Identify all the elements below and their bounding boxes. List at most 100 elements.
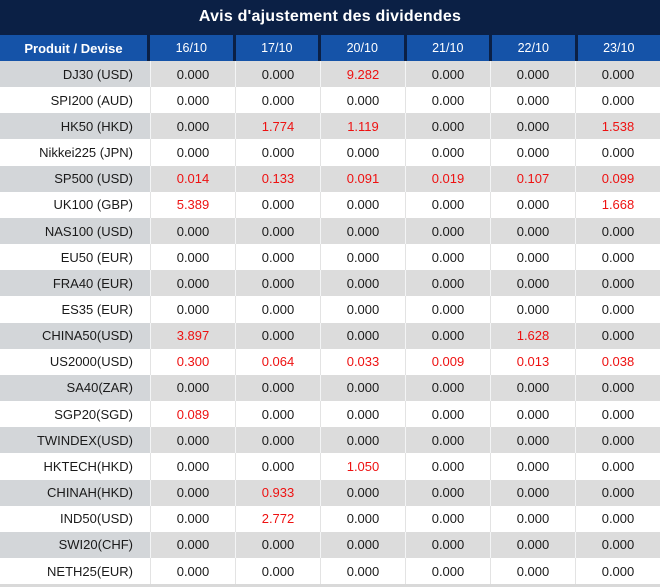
product-label: SP500 (USD) bbox=[0, 165, 150, 192]
dividend-value: 0.000 bbox=[575, 61, 660, 88]
dividend-value: 0.000 bbox=[235, 61, 320, 88]
product-label: NETH25(EUR) bbox=[0, 557, 150, 584]
dividend-value: 0.000 bbox=[150, 453, 235, 480]
dividend-value: 2.772 bbox=[235, 505, 320, 532]
column-header-date-1: 16/10 bbox=[150, 35, 236, 61]
page-title: Avis d'ajustement des dividendes bbox=[0, 0, 660, 33]
product-label: DJ30 (USD) bbox=[0, 61, 150, 88]
dividend-value: 0.013 bbox=[490, 348, 575, 375]
dividend-value: 0.000 bbox=[405, 270, 490, 297]
dividend-value: 0.000 bbox=[575, 296, 660, 323]
dividend-value: 0.089 bbox=[150, 401, 235, 428]
dividend-value: 0.000 bbox=[150, 270, 235, 297]
column-header-date-5: 22/10 bbox=[492, 35, 578, 61]
product-label: EU50 (EUR) bbox=[0, 244, 150, 271]
dividend-value: 0.000 bbox=[575, 217, 660, 245]
dividend-value: 0.000 bbox=[150, 61, 235, 88]
dividend-value: 0.000 bbox=[320, 374, 405, 402]
column-header-date-3: 20/10 bbox=[321, 35, 407, 61]
table-header-row: Produit / Devise 16/10 17/10 20/10 21/10… bbox=[0, 33, 660, 61]
dividend-value: 0.000 bbox=[575, 531, 660, 558]
dividend-value: 0.000 bbox=[575, 479, 660, 506]
dividend-value: 0.000 bbox=[575, 374, 660, 402]
dividend-value: 0.000 bbox=[320, 139, 405, 166]
dividend-value: 1.774 bbox=[235, 113, 320, 140]
dividend-value: 0.000 bbox=[320, 557, 405, 584]
dividend-value: 1.668 bbox=[575, 191, 660, 218]
product-label: SWI20(CHF) bbox=[0, 531, 150, 558]
table-row: EU50 (EUR) 0.000 0.000 0.000 0.000 0.000 0.000 bbox=[0, 244, 660, 271]
product-label: HKTECH(HKD) bbox=[0, 453, 150, 480]
dividend-value: 0.000 bbox=[405, 296, 490, 323]
dividend-value: 0.000 bbox=[320, 217, 405, 245]
dividend-value: 0.019 bbox=[405, 165, 490, 192]
dividend-value: 0.064 bbox=[235, 348, 320, 375]
dividend-value: 0.000 bbox=[575, 270, 660, 297]
dividend-value: 0.000 bbox=[490, 61, 575, 88]
table-row: SPI200 (AUD) 0.000 0.000 0.000 0.000 0.000 0.0… bbox=[0, 87, 660, 114]
dividend-value: 0.000 bbox=[150, 296, 235, 323]
dividend-value: 0.000 bbox=[405, 113, 490, 140]
dividend-value: 0.038 bbox=[575, 348, 660, 375]
dividend-value: 0.933 bbox=[235, 479, 320, 506]
dividend-value: 0.000 bbox=[150, 479, 235, 506]
product-label: SA40(ZAR) bbox=[0, 374, 150, 402]
dividend-value: 0.000 bbox=[235, 296, 320, 323]
dividend-value: 0.000 bbox=[490, 244, 575, 271]
dividend-value: 1.050 bbox=[320, 453, 405, 480]
dividend-value: 0.000 bbox=[575, 87, 660, 114]
dividend-value: 0.000 bbox=[405, 557, 490, 584]
dividend-value: 0.000 bbox=[150, 217, 235, 245]
dividend-value: 0.000 bbox=[490, 401, 575, 428]
dividend-value: 0.000 bbox=[235, 191, 320, 218]
column-header-date-6: 23/10 bbox=[577, 35, 660, 61]
dividend-value: 0.000 bbox=[150, 557, 235, 584]
table-row: CHINA50(USD) 3.897 0.000 0.000 0.000 1.628 0.0… bbox=[0, 322, 660, 349]
dividend-value: 0.000 bbox=[490, 427, 575, 454]
dividend-value: 0.014 bbox=[150, 165, 235, 192]
dividend-value: 0.300 bbox=[150, 348, 235, 375]
dividend-value: 0.000 bbox=[405, 505, 490, 532]
dividend-value: 0.000 bbox=[150, 427, 235, 454]
table-row: FRA40 (EUR) 0.000 0.000 0.000 0.000 0.000 0.00… bbox=[0, 270, 660, 297]
dividend-value: 0.000 bbox=[320, 479, 405, 506]
dividend-value: 0.000 bbox=[490, 87, 575, 114]
product-label: US2000(USD) bbox=[0, 348, 150, 375]
table-row: NAS100 (USD) 0.000 0.000 0.000 0.000 0.000 0.0… bbox=[0, 217, 660, 245]
dividend-value: 0.000 bbox=[575, 139, 660, 166]
product-label: ES35 (EUR) bbox=[0, 296, 150, 323]
dividend-value: 0.000 bbox=[320, 191, 405, 218]
table-row: DJ30 (USD) 0.000 0.000 9.282 0.000 0.000 0.000 bbox=[0, 61, 660, 88]
dividend-value: 0.000 bbox=[490, 113, 575, 140]
dividend-value: 0.000 bbox=[235, 87, 320, 114]
dividend-value: 0.000 bbox=[235, 139, 320, 166]
table-row: TWINDEX(USD) 0.000 0.000 0.000 0.000 0.000 0.0… bbox=[0, 427, 660, 454]
product-label: UK100 (GBP) bbox=[0, 191, 150, 218]
table-row: NETH25(EUR) 0.000 0.000 0.000 0.000 0.000 0.00… bbox=[0, 557, 660, 584]
dividend-value: 0.009 bbox=[405, 348, 490, 375]
dividend-value: 0.000 bbox=[405, 87, 490, 114]
table-row: SP500 (USD) 0.014 0.133 0.091 0.019 0.107 0.09… bbox=[0, 165, 660, 192]
dividend-value: 0.000 bbox=[405, 401, 490, 428]
dividend-value: 0.099 bbox=[575, 165, 660, 192]
dividend-value: 0.000 bbox=[490, 531, 575, 558]
dividend-value: 0.133 bbox=[235, 165, 320, 192]
dividend-value: 0.000 bbox=[405, 217, 490, 245]
table-row: SWI20(CHF) 0.000 0.000 0.000 0.000 0.000 0.000 bbox=[0, 531, 660, 558]
product-label: HK50 (HKD) bbox=[0, 113, 150, 140]
table-row: Nikkei225 (JPN) 0.000 0.000 0.000 0.000 0.000… bbox=[0, 139, 660, 166]
dividend-value: 0.000 bbox=[235, 244, 320, 271]
dividend-value: 3.897 bbox=[150, 322, 235, 349]
table-row: HKTECH(HKD) 0.000 0.000 1.050 0.000 0.000 0.00… bbox=[0, 453, 660, 480]
dividend-value: 0.000 bbox=[405, 61, 490, 88]
dividend-value: 0.000 bbox=[235, 322, 320, 349]
dividend-value: 0.000 bbox=[490, 191, 575, 218]
dividend-value: 0.000 bbox=[320, 531, 405, 558]
dividend-value: 0.000 bbox=[405, 191, 490, 218]
dividend-value: 0.000 bbox=[575, 401, 660, 428]
table-body: DJ30 (USD) 0.000 0.000 9.282 0.000 0.000 0.000… bbox=[0, 61, 660, 584]
dividend-value: 0.000 bbox=[235, 374, 320, 402]
dividend-value: 0.000 bbox=[320, 401, 405, 428]
product-label: IND50(USD) bbox=[0, 505, 150, 532]
product-label: SPI200 (AUD) bbox=[0, 87, 150, 114]
